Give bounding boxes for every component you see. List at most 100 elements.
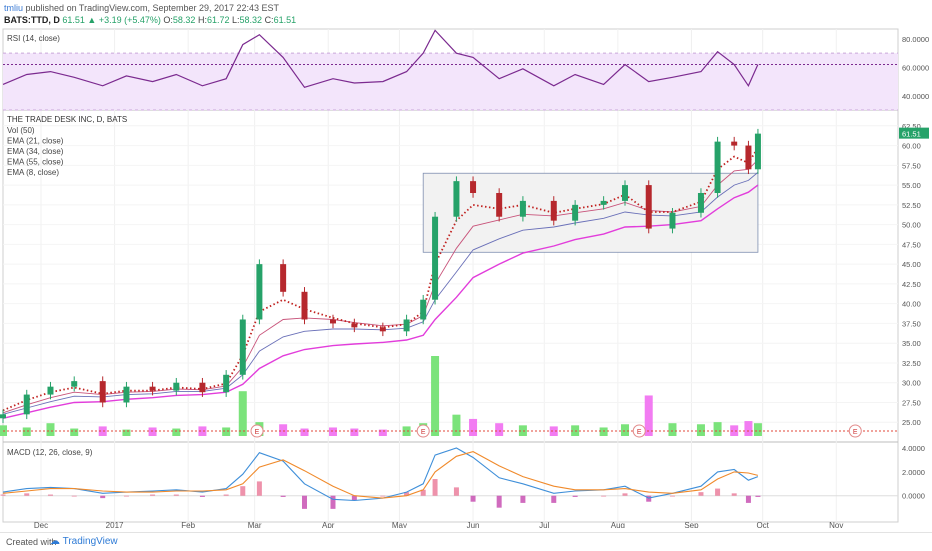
macd-histogram-bar xyxy=(601,495,607,497)
macd-histogram-bar xyxy=(715,488,721,496)
candle-body xyxy=(379,327,386,332)
up-arrow-icon: ▲ xyxy=(87,15,97,25)
candle-body xyxy=(149,386,156,391)
x-tick-label: Oct xyxy=(756,521,769,528)
earnings-marker[interactable] xyxy=(416,424,430,438)
price-tick-label: 45.00 xyxy=(902,260,921,269)
x-tick-label: Jul xyxy=(539,521,549,528)
candle-body xyxy=(47,386,54,395)
x-tick-label: 2017 xyxy=(106,521,124,528)
price-change: +3.19 (+5.47%) xyxy=(98,15,161,25)
price-tick-label: 42.50 xyxy=(902,280,921,289)
candle-body xyxy=(714,141,721,193)
macd-tick-label: 2.0000 xyxy=(902,468,925,477)
candle-body xyxy=(572,204,579,221)
volume-bar xyxy=(198,426,207,436)
price-tick-label: 57.50 xyxy=(902,161,921,170)
macd-histogram-bar xyxy=(71,495,77,497)
legend-entry: EMA (8, close) xyxy=(7,168,59,177)
candle-body xyxy=(645,185,652,229)
macd-histogram-bar xyxy=(669,495,675,497)
candle-body xyxy=(23,394,30,415)
last-price-tag xyxy=(899,127,929,139)
volume-bar xyxy=(730,425,739,436)
legend-entry: Vol (50) xyxy=(7,126,35,135)
macd-histogram-bar xyxy=(646,495,652,502)
price-tick-label: 55.00 xyxy=(902,181,921,190)
candle-body xyxy=(123,386,130,403)
volume-bar xyxy=(222,427,231,436)
macd-histogram-bar xyxy=(223,494,229,496)
macd-histogram-bar xyxy=(745,495,751,503)
symbol-label: BATS:TTD, D xyxy=(4,15,60,25)
candle-body xyxy=(420,299,427,320)
volume-bar xyxy=(469,418,478,436)
macd-histogram-bar xyxy=(453,487,459,496)
macd-histogram-bar xyxy=(551,495,557,503)
candle-body xyxy=(223,374,230,393)
macd-signal-line xyxy=(2,451,759,499)
rsi-tick-label: 60.0000 xyxy=(902,63,929,72)
macd-histogram-bar xyxy=(301,495,307,509)
price-tick-label: 27.50 xyxy=(902,398,921,407)
volume-bar xyxy=(549,426,558,436)
volume-bar xyxy=(620,424,629,436)
symbol-line: BATS:TTD, D 61.51 ▲ +3.19 (+5.47%) O:58.… xyxy=(4,15,297,25)
publisher-link[interactable]: tmliu xyxy=(4,3,24,13)
volume-bar xyxy=(22,427,31,436)
macd-tick-label: 0.0000 xyxy=(902,492,925,501)
x-tick-label: Apr xyxy=(322,521,335,528)
macd-histogram-bar xyxy=(470,495,476,502)
price-tick-label: 37.50 xyxy=(902,319,921,328)
candle-body xyxy=(280,264,287,292)
legend-entry: EMA (34, close) xyxy=(7,147,64,156)
macd-histogram-bar xyxy=(622,493,628,496)
volume-bar xyxy=(696,424,705,436)
earnings-marker[interactable] xyxy=(848,424,862,438)
price-tick-label: 30.00 xyxy=(902,379,921,388)
earnings-marker-label: E xyxy=(853,429,858,436)
candle-body xyxy=(432,216,439,300)
volume-bar xyxy=(300,428,309,436)
candle-body xyxy=(351,323,358,328)
candle-body xyxy=(470,181,477,193)
macd-line xyxy=(2,447,759,502)
volume-bar xyxy=(599,427,608,436)
created-with: Created with xyxy=(6,537,57,547)
volume-bar xyxy=(668,423,677,436)
macd-histogram-bar xyxy=(330,495,336,509)
macd-histogram-bar xyxy=(24,493,30,496)
candle-body xyxy=(239,319,246,375)
earnings-marker[interactable] xyxy=(250,424,264,438)
x-tick-label: Dec xyxy=(34,521,48,528)
candle-body xyxy=(600,200,607,205)
rsi-tick-label: 80.0000 xyxy=(902,35,929,44)
candle-body xyxy=(256,264,263,320)
price-tick-label: 52.50 xyxy=(902,201,921,210)
volume-bar xyxy=(70,428,79,436)
price-title: THE TRADE DESK INC, D, BATS xyxy=(7,115,127,124)
macd-histogram-bar xyxy=(123,495,129,497)
x-tick-label: Jun xyxy=(467,521,480,528)
candle-body xyxy=(99,381,106,403)
earnings-marker-label: E xyxy=(255,429,260,436)
price-tick-label: 25.00 xyxy=(902,418,921,427)
macd-histogram-bar xyxy=(47,494,53,496)
volume-bar xyxy=(46,423,55,436)
chart-canvas[interactable]: Dec 2017 Feb Mar Apr May Jun Jul Aug Sep Oct Nov 80.… xyxy=(0,26,932,528)
macd-histogram-bar xyxy=(173,494,179,496)
candle-body xyxy=(754,133,761,170)
earnings-marker-label: E xyxy=(421,429,426,436)
volume-bar xyxy=(350,428,359,436)
tradingview-logo[interactable]: ☁ TradingView xyxy=(50,536,118,547)
earnings-marker[interactable] xyxy=(632,424,646,438)
rsi-tick-label: 40.0000 xyxy=(902,92,929,101)
macd-histogram-bar xyxy=(420,489,426,496)
x-tick-label: May xyxy=(392,521,407,528)
volume-bar xyxy=(744,421,753,436)
close-value: 61.51 xyxy=(273,15,297,25)
price-tick-label: 32.50 xyxy=(902,359,921,368)
macd-histogram-bar xyxy=(380,495,386,497)
candle-body xyxy=(731,141,738,146)
publish-line: tmliu published on TradingView.com, Sept… xyxy=(4,3,279,13)
